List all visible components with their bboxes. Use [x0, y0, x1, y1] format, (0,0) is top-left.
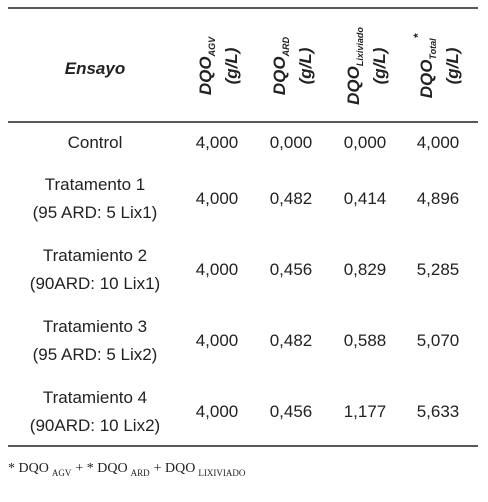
row-label: (95 ARD: 5 Lix2): [33, 345, 158, 364]
header-unit: (g/L): [222, 47, 241, 84]
header-cell: DQOLixiviado (g/L): [344, 27, 389, 105]
header-unit: (g/L): [443, 47, 462, 84]
header-cell: DQOARD (g/L): [270, 36, 315, 95]
cell-value: 5,285: [417, 260, 460, 279]
cell-value: 4,000: [196, 402, 239, 421]
header-sub: AGV: [207, 36, 217, 58]
header-sub: Total: [428, 38, 438, 60]
header-sub: Lixiviado: [355, 27, 365, 67]
cell-value: 0,482: [270, 189, 313, 208]
cell-value: 4,000: [196, 260, 239, 279]
row-label: (95 ARD: 5 Lix1): [33, 203, 158, 222]
row-label: Tratamiento 4: [43, 388, 147, 407]
footnote-text: + DQO: [154, 461, 196, 476]
header-cell: Ensayo: [65, 59, 125, 78]
footnote-sub: ARD: [131, 468, 151, 478]
cell-value: 0,000: [344, 133, 387, 152]
footnote-text: * DQO: [8, 461, 49, 476]
cell-value: 4,000: [196, 331, 239, 350]
row-label: (90ARD: 10 Lix2): [30, 416, 160, 435]
header-main: DQO: [417, 60, 436, 99]
header-name: DQOTotal*: [411, 32, 438, 98]
footnote-text: + * DQO: [75, 461, 127, 476]
cell-value: 4,000: [417, 133, 460, 152]
header-main: DQO: [270, 56, 289, 95]
cell-value: 5,070: [417, 331, 460, 350]
header-unit: (g/L): [370, 47, 389, 84]
row-label: Control: [68, 133, 123, 152]
cell-value: 0,414: [344, 189, 387, 208]
cell-value: 0,482: [270, 331, 313, 350]
cell-value: 0,000: [270, 133, 313, 152]
header-sup: *: [411, 32, 425, 38]
header-name: DQOLixiviado: [344, 27, 365, 105]
footnote-sub: AGV: [52, 468, 72, 478]
cell-value: 5,633: [417, 402, 460, 421]
row-label: Tratamiento 3: [43, 317, 147, 336]
cell-value: 0,456: [270, 402, 313, 421]
footnote: * DQO AGV + * DQO ARD + DQO LIXIVIADO: [8, 461, 246, 478]
header-name: DQOARD: [270, 36, 291, 95]
row-label: Tratamiento 2: [43, 246, 147, 265]
row-label: Tratamento 1: [45, 175, 145, 194]
cell-value: 4,000: [196, 133, 239, 152]
footnote-sub: LIXIVIADO: [198, 468, 245, 478]
cell-value: 1,177: [344, 402, 387, 421]
header-main: DQO: [344, 66, 363, 105]
cell-value: 0,588: [344, 331, 387, 350]
row-label: (90ARD: 10 Lix1): [30, 274, 160, 293]
header-cell: DQOAGV (g/L): [196, 36, 241, 95]
cell-value: 0,829: [344, 260, 387, 279]
header-name: DQOAGV: [196, 36, 217, 95]
header-cell: DQOTotal* (g/L): [411, 32, 462, 98]
header-unit: (g/L): [296, 47, 315, 84]
cell-value: 4,000: [196, 189, 239, 208]
header-main: DQO: [196, 56, 215, 95]
cell-value: 0,456: [270, 260, 313, 279]
cell-value: 4,896: [417, 189, 460, 208]
header-sub: ARD: [281, 36, 291, 57]
